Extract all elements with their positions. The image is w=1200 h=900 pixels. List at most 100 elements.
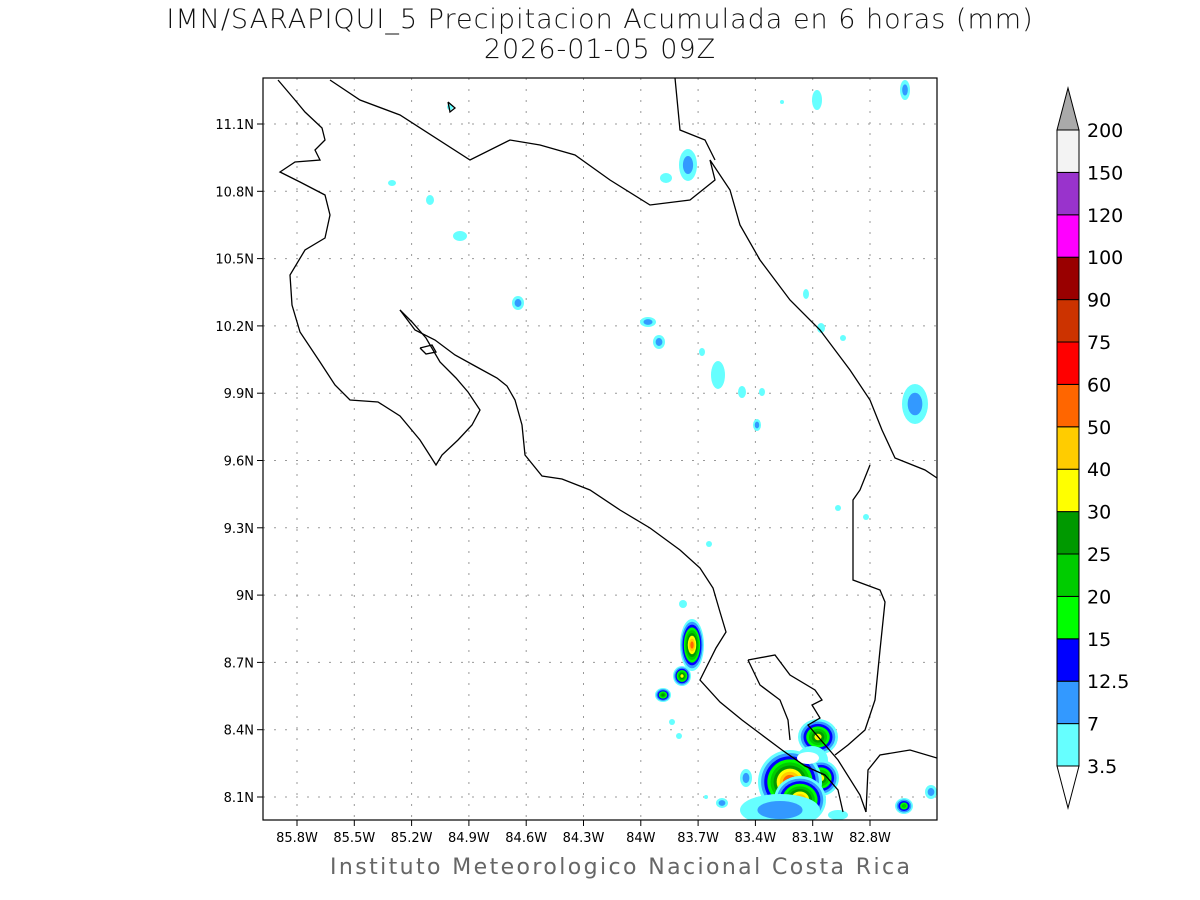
precip-contour (901, 804, 907, 808)
colorbar-label: 120 (1087, 205, 1123, 227)
precip-cell (680, 619, 704, 671)
precip-cell (780, 100, 784, 104)
precip-cell (925, 785, 937, 799)
precip-contour (679, 600, 687, 608)
precip-cell (655, 688, 671, 702)
precip-cell (453, 231, 467, 241)
colorbar-swatch (1056, 171, 1080, 216)
precip-contour (661, 693, 665, 697)
lon-tick-label: 83.1W (792, 831, 834, 846)
precip-contour (514, 299, 522, 307)
lon-tick-label: 84.3W (563, 831, 605, 846)
lat-tick-label: 10.8N (215, 185, 254, 200)
coastline-segment (865, 749, 937, 813)
lat-tick-label: 10.2N (215, 320, 254, 335)
precip-contour (388, 180, 396, 186)
precip-contour (660, 173, 672, 183)
grid-lines (263, 78, 937, 820)
lon-tick-label: 83.4W (734, 831, 776, 846)
colorbar-swatch (1056, 383, 1080, 428)
colorbar-label: 3.5 (1087, 756, 1117, 778)
precip-contour (426, 195, 434, 205)
precip-cell (653, 335, 665, 349)
precip-gap (797, 752, 819, 764)
precip-cell (902, 384, 928, 424)
precip-contour (706, 541, 712, 547)
precip-cell (716, 798, 728, 808)
precip-cell (740, 794, 820, 820)
colorbar-swatch (1056, 468, 1080, 513)
precip-contour (704, 795, 708, 799)
precip-cell (753, 419, 761, 431)
colorbar: 3.5 7 12.5 15 20 25 30 40 50 60 75 90 100 120 150 200 (1056, 86, 1129, 810)
colorbar-swatch (1056, 723, 1080, 767)
coastline-segment (674, 78, 716, 161)
precip-contour (754, 421, 760, 429)
colorbar-label: 100 (1087, 247, 1123, 269)
precipitation-field (388, 80, 937, 820)
precip-contour (828, 810, 848, 820)
precip-contour (812, 90, 822, 110)
colorbar-swatch (1056, 341, 1080, 385)
colorbar-swatch (1056, 638, 1080, 682)
precip-cell (679, 600, 687, 608)
precip-cell (863, 514, 869, 520)
lat-tick-label: 8.7N (224, 656, 254, 671)
longitude-axis: 85.8W 85.5W 85.2W 84.9W 84.6W 84.3W 84W 83.7W 83… (276, 820, 891, 846)
colorbar-label: 150 (1087, 162, 1123, 184)
colorbar-label: 90 (1087, 290, 1111, 312)
colorbar-swatch (1056, 553, 1080, 597)
map-title: IMN/SARAPIQUI_5 Precipitacion Acumulada … (166, 4, 1034, 35)
colorbar-swatch (1056, 680, 1080, 725)
precip-contour (682, 155, 694, 175)
precip-cell (828, 810, 848, 820)
lat-tick-label: 11.1N (215, 118, 254, 133)
lon-tick-label: 85.5W (333, 831, 375, 846)
colorbar-label: 7 (1087, 714, 1099, 736)
precip-contour (699, 348, 705, 356)
lon-tick-label: 83.7W (677, 831, 719, 846)
precip-cell (817, 323, 825, 333)
precip-contour (863, 514, 869, 520)
lat-tick-label: 10.5N (215, 253, 254, 268)
colorbar-under-triangle (1056, 765, 1080, 810)
lon-tick-label: 84W (626, 831, 656, 846)
lon-tick-label: 84.6W (505, 831, 547, 846)
precip-contour (902, 84, 908, 96)
lon-tick-label: 85.2W (391, 831, 433, 846)
precip-contour (927, 788, 935, 796)
colorbar-label: 50 (1087, 417, 1111, 439)
precip-contour (835, 505, 841, 511)
lat-tick-label: 8.4N (224, 724, 254, 739)
lat-tick-label: 9N (236, 589, 254, 604)
precip-cell (812, 90, 822, 110)
latitude-axis: 11.1N 10.8N 10.5N 10.2N 9.9N 9.6N 9.3N 9N 8.7N 8.… (215, 118, 263, 806)
lon-tick-label: 85.8W (276, 831, 318, 846)
lat-tick-label: 9.6N (224, 455, 254, 470)
lat-tick-label: 8.1N (224, 791, 254, 806)
precip-cell (512, 296, 524, 310)
precip-cell (840, 335, 846, 341)
colorbar-swatch (1056, 299, 1080, 343)
precip-cell (640, 317, 656, 327)
colorbar-swatch (1056, 426, 1080, 470)
precip-cell (426, 195, 434, 205)
colorbar-label: 30 (1087, 502, 1111, 524)
map-subtitle: 2026-01-05 09Z (483, 34, 717, 65)
coastline-segment (447, 101, 457, 114)
precip-contour (711, 361, 725, 389)
precip-contour (690, 641, 694, 649)
precip-cell (704, 795, 708, 799)
precip-contour (453, 231, 467, 241)
colorbar-over-triangle (1056, 86, 1080, 131)
colorbar-label: 25 (1087, 544, 1111, 566)
colorbar-swatch (1056, 256, 1080, 301)
precip-contour (655, 338, 663, 346)
colorbar-swatch (1056, 214, 1080, 258)
precip-contour (738, 386, 746, 398)
precip-contour (669, 719, 675, 725)
precip-contour (718, 800, 726, 806)
precip-cell (673, 666, 691, 686)
colorbar-label: 40 (1087, 459, 1111, 481)
